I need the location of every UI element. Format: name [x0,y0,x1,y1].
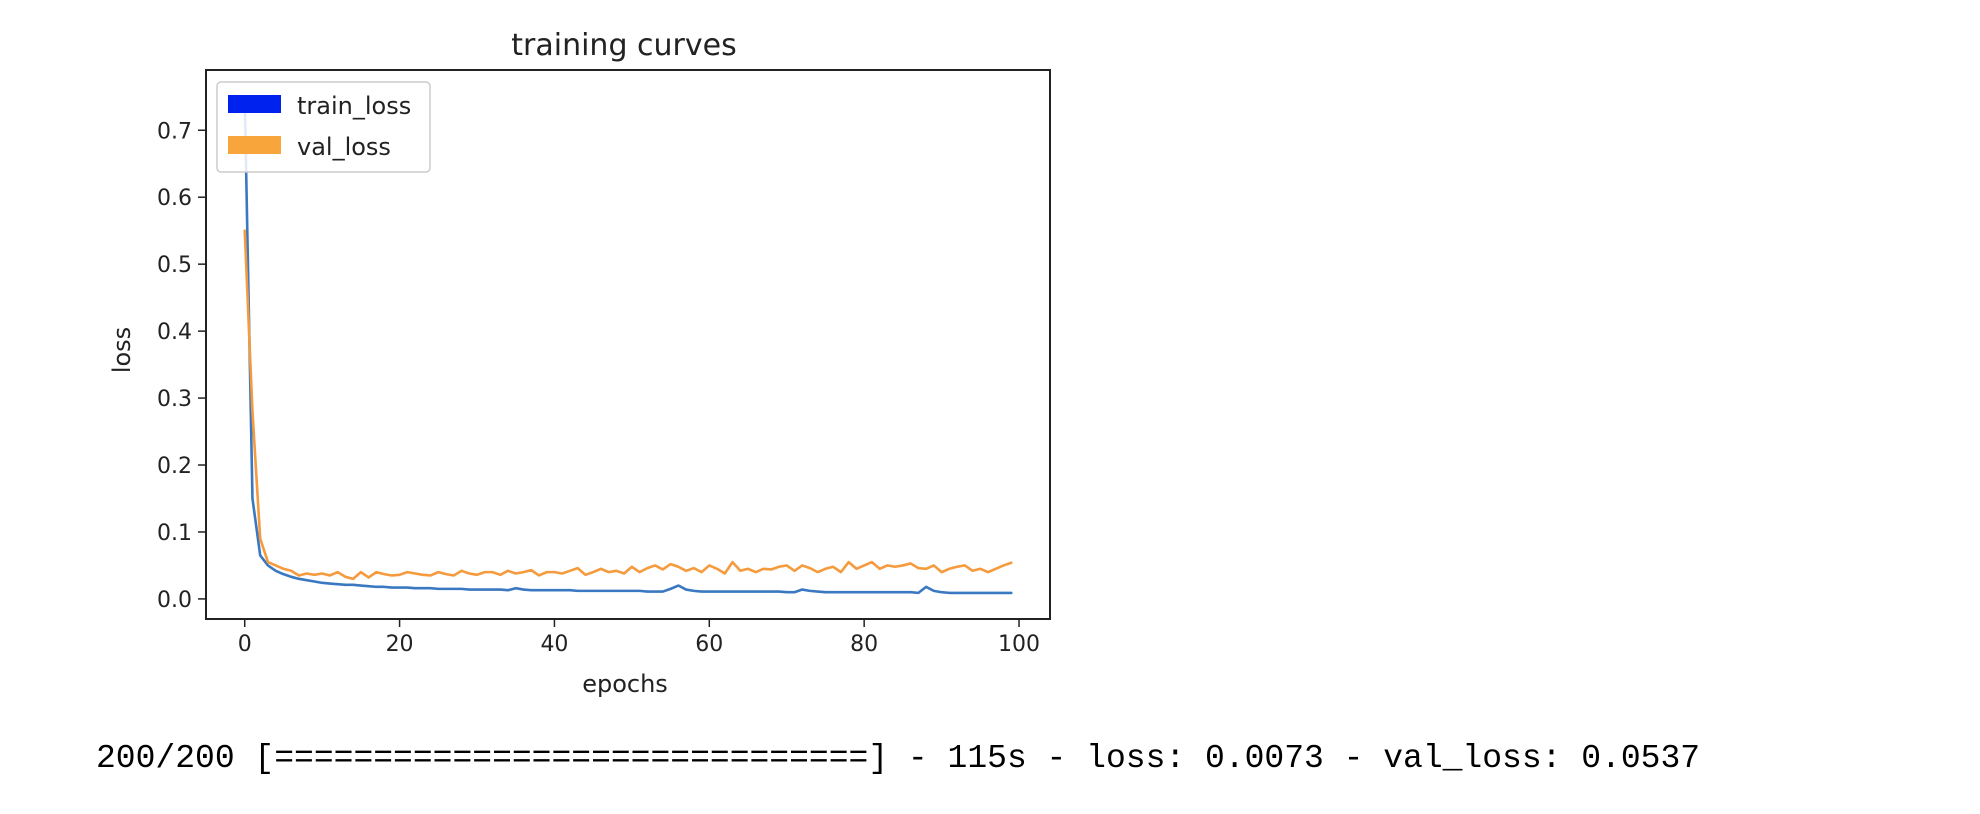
training-progress-log: 200/200 [==============================]… [96,740,1701,777]
y-axis: 0.0 0.1 0.2 0.3 0.4 0.5 0.6 0.7 [157,119,206,613]
chart-title: training curves [511,28,736,63]
legend-swatch-train-loss [228,95,281,113]
x-tick-label: 80 [850,632,878,657]
legend-label-train-loss: train_loss [297,92,411,120]
y-tick-label: 0.3 [157,387,192,412]
series-layer [243,95,1013,595]
x-tick-label: 0 [238,632,252,657]
x-tick-label: 100 [998,632,1040,657]
y-tick-label: 0.6 [157,186,192,211]
y-tick-label: 0.0 [157,588,192,613]
y-axis-label: loss [108,327,136,373]
y-tick-label: 0.1 [157,521,192,546]
y-tick-label: 0.4 [157,320,192,345]
x-tick-label: 40 [540,632,568,657]
y-tick-label: 0.7 [157,119,192,144]
legend-swatch-val-loss [228,136,281,154]
x-axis: 0 20 40 60 80 100 [238,619,1040,657]
legend: train_loss val_loss [216,81,431,173]
x-tick-label: 20 [386,632,414,657]
series-line-train-loss [243,95,1013,595]
x-tick-label: 60 [695,632,723,657]
series-line-val-loss [243,229,1013,581]
y-tick-label: 0.5 [157,253,192,278]
legend-label-val-loss: val_loss [297,133,391,161]
y-tick-label: 0.2 [157,454,192,479]
x-axis-label: epochs [582,670,668,698]
